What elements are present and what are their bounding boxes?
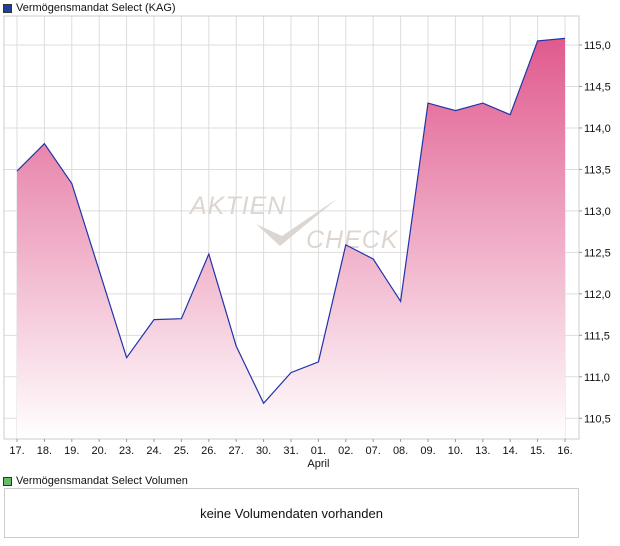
price-legend-label: Vermögensmandat Select (KAG) (16, 2, 176, 14)
x-tick-label: 17. (9, 445, 24, 457)
x-tick-label: 14. (503, 445, 518, 457)
y-tick-label: 113,5 (584, 164, 611, 176)
x-axis: 17. 18. 19. 20. 23. 24. 25. 26. 27. 30. 31. 01. 02. 0… (9, 439, 573, 470)
watermark-check-mark (256, 198, 338, 246)
x-tick-label: 27. (229, 445, 244, 457)
x-tick-label: 08. (393, 445, 408, 457)
x-tick-label: 16. (557, 445, 572, 457)
volume-legend: Vermögensmandat Select Volumen (3, 474, 188, 488)
y-tick-label: 112,0 (584, 289, 611, 301)
y-tick-label: 114,0 (584, 123, 611, 135)
x-tick-label: 25. (174, 445, 189, 457)
x-tick-label: 30. (256, 445, 271, 457)
x-tick-label: 13. (475, 445, 490, 457)
x-tick-label: 26. (201, 445, 216, 457)
y-axis: 110,5 111,0 111,5 112,0 112,5 113,0 113,5 114,0… (579, 40, 611, 425)
y-tick-label: 111,0 (584, 372, 610, 384)
price-legend: Vermögensmandat Select (KAG) (3, 1, 176, 15)
x-tick-label: 07. (366, 445, 381, 457)
x-tick-label: 15. (530, 445, 545, 457)
volume-panel: keine Volumendaten vorhanden (4, 488, 579, 538)
volume-legend-label: Vermögensmandat Select Volumen (16, 475, 188, 487)
y-tick-label: 115,0 (584, 40, 611, 52)
price-line (16, 37, 566, 405)
volume-legend-swatch (3, 476, 12, 486)
y-tick-label: 111,5 (584, 330, 610, 342)
x-tick-label: 02. (338, 445, 353, 457)
x-tick-label: 10. (448, 445, 463, 457)
watermark-text-aktien: AKTIEN (188, 192, 286, 220)
price-area (17, 38, 565, 440)
x-tick-label: 24. (146, 445, 161, 457)
x-tick-label: 09. (420, 445, 435, 457)
watermark: AKTIEN CHECK (188, 192, 398, 254)
volume-empty-message: keine Volumendaten vorhanden (200, 505, 383, 521)
price-legend-swatch (3, 3, 12, 13)
x-tick-label: 20. (92, 445, 107, 457)
x-month-label: April (307, 458, 329, 470)
x-tick-label: 31. (283, 445, 298, 457)
y-tick-label: 110,5 (584, 413, 611, 425)
y-tick-label: 113,0 (584, 206, 611, 218)
x-tick-label: 19. (64, 445, 79, 457)
x-tick-label: 23. (119, 445, 134, 457)
price-chart: AKTIEN CHECK 110,5111,0111,5112,0112,511… (3, 15, 611, 470)
x-tick-label: 01. (311, 445, 326, 457)
x-tick-label: 18. (37, 445, 52, 457)
y-tick-label: 112,5 (584, 247, 611, 259)
y-tick-label: 114,5 (584, 82, 611, 94)
